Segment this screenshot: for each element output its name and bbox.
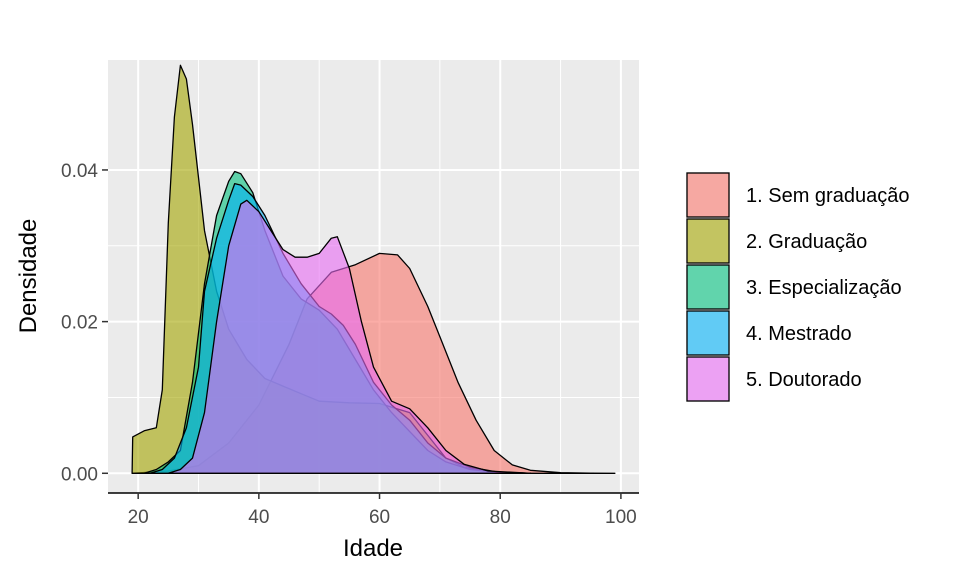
y-tick-label: 0.02 bbox=[61, 313, 98, 334]
x-tick-label: 60 bbox=[369, 507, 390, 528]
legend-label: 1. Sem graduação bbox=[746, 185, 909, 207]
x-tick-label: 100 bbox=[605, 507, 637, 528]
x-tick-label: 20 bbox=[128, 507, 149, 528]
density-areas bbox=[131, 64, 616, 474]
legend: 1. Sem graduação 2. Graduação 3. Especiali… bbox=[686, 172, 909, 402]
legend-label: 2. Graduação bbox=[746, 231, 867, 253]
legend-swatch bbox=[686, 356, 730, 402]
density-area-5 bbox=[167, 199, 532, 474]
legend-swatch bbox=[686, 264, 730, 310]
x-tick-label: 80 bbox=[490, 507, 511, 528]
legend-label: 5. Doutorado bbox=[746, 369, 862, 391]
legend-label: 4. Mestrado bbox=[746, 323, 852, 345]
y-tick-label: 0.04 bbox=[61, 161, 98, 182]
legend-swatch bbox=[686, 172, 730, 218]
x-axis-title: Idade bbox=[343, 535, 403, 562]
axes: 20 40 60 80 100 0.00 0.02 0.04 bbox=[61, 161, 639, 528]
legend-label: 3. Especialização bbox=[746, 277, 902, 299]
x-tick-label: 40 bbox=[248, 507, 269, 528]
y-tick-label: 0.00 bbox=[61, 464, 98, 485]
legend-swatch bbox=[686, 310, 730, 356]
legend-swatch bbox=[686, 218, 730, 264]
y-axis-title: Densidade bbox=[15, 219, 42, 334]
